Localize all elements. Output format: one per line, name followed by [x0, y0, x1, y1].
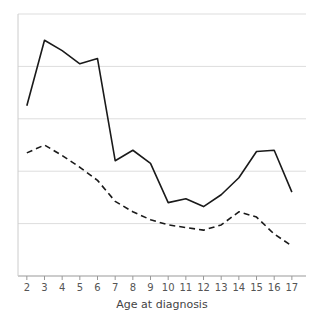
x-tick-label: 13: [215, 282, 228, 293]
grid-line: [18, 66, 306, 67]
x-tick-label: 15: [250, 282, 263, 293]
x-tick-label: 12: [197, 282, 210, 293]
x-tick: [238, 276, 239, 280]
x-ticks: 23 4 56 7 89 10 11 12 13 14 15 16 17: [24, 276, 299, 293]
x-tick-label: 6: [94, 282, 100, 293]
x-tick-label: 8: [130, 282, 136, 293]
x-tick: [291, 276, 292, 280]
x-tick: [132, 276, 133, 280]
x-tick: [185, 276, 186, 280]
x-tick-label: 4: [59, 282, 65, 293]
x-tick-label: 5: [77, 282, 83, 293]
x-tick: [26, 276, 27, 280]
x-tick: [203, 276, 204, 280]
x-tick: [44, 276, 45, 280]
x-tick-label: 7: [112, 282, 118, 293]
x-tick: [221, 276, 222, 280]
x-tick: [62, 276, 63, 280]
x-tick: [256, 276, 257, 280]
x-tick-label: 2: [24, 282, 30, 293]
series-line: [27, 40, 292, 206]
x-axis-label: Age at diagnosis: [116, 298, 208, 311]
series-line: [27, 145, 292, 246]
lines: [27, 40, 292, 246]
y-axis-line: [18, 14, 19, 276]
x-tick: [150, 276, 151, 280]
chart: 23 4 56 7 89 10 11 12 13 14 15 16 17 Age at diagnosis: [0, 0, 320, 320]
x-tick-label: 10: [162, 282, 175, 293]
x-tick-label: 16: [268, 282, 281, 293]
x-tick-label: 9: [147, 282, 153, 293]
x-tick: [274, 276, 275, 280]
x-tick: [97, 276, 98, 280]
grid: [18, 14, 306, 224]
x-tick: [168, 276, 169, 280]
grid-line: [18, 118, 306, 119]
x-tick-label: 14: [232, 282, 245, 293]
grid-line: [18, 171, 306, 172]
x-axis-line: [18, 276, 306, 277]
x-tick-label: 11: [179, 282, 192, 293]
x-tick: [79, 276, 80, 280]
x-tick-label: 17: [285, 282, 298, 293]
x-tick: [115, 276, 116, 280]
x-tick-label: 3: [41, 282, 47, 293]
grid-line: [18, 14, 306, 15]
